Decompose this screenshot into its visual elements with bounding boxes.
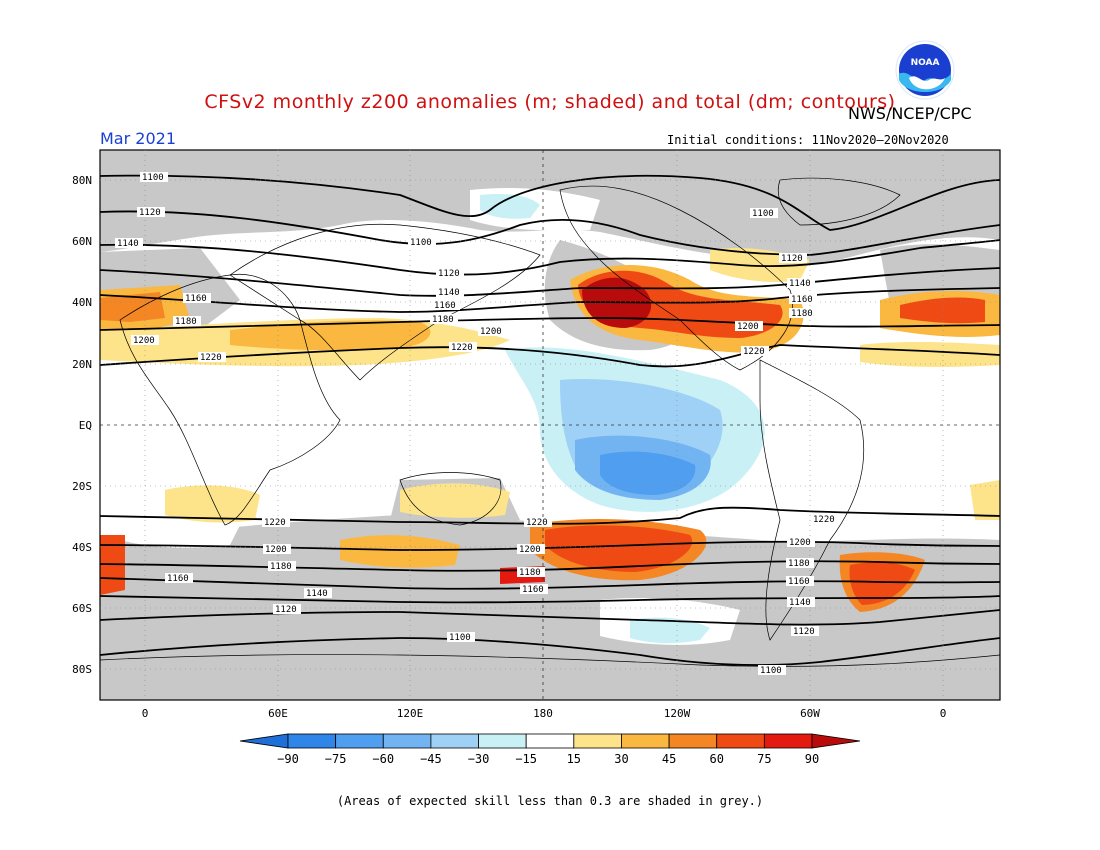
contour-label: 1220 — [813, 515, 835, 525]
colorbar-swatch — [525, 733, 575, 749]
contour-label: 1120 — [275, 605, 297, 615]
lat-label: 80S — [72, 663, 92, 676]
colorbar-label: −90 — [277, 752, 299, 766]
lat-label: 20N — [72, 358, 92, 371]
contour-label: 1180 — [432, 315, 454, 325]
colorbar-label: −30 — [468, 752, 490, 766]
contour-label: 1140 — [117, 239, 139, 249]
colorbar-label: 75 — [757, 752, 771, 766]
contour-label: 1160 — [522, 585, 544, 595]
organization-label: NWS/NCEP/CPC — [848, 104, 972, 123]
contour-label: 1100 — [752, 209, 774, 219]
contour-label: 1180 — [175, 317, 197, 327]
graticule — [100, 150, 1000, 700]
contour-label: 1140 — [306, 589, 328, 599]
colorbar-swatch — [716, 733, 765, 749]
contour-label: 1200 — [480, 327, 502, 337]
map-canvas: 80N 60N 40N 20N EQ 20S 40S 60S 80S 0 60E… — [72, 149, 1001, 766]
contour-label: 1220 — [200, 353, 222, 363]
colorbar: −90 −75 −60 −45 −30 −15 15 30 45 60 75 90 — [239, 733, 861, 766]
lat-label: 40N — [72, 296, 92, 309]
initial-conditions: Initial conditions: 11Nov2020–20Nov2020 — [667, 133, 949, 147]
colorbar-swatch — [239, 733, 289, 749]
noaa-logo-text: NOAA — [911, 58, 940, 68]
colorbar-label: 90 — [805, 752, 819, 766]
contour-label: 1160 — [434, 301, 456, 311]
positive-anomaly-shading — [100, 248, 1000, 612]
lon-label: 0 — [940, 707, 947, 720]
lon-label: 60E — [268, 707, 288, 720]
colorbar-swatch — [621, 733, 670, 749]
colorbar-swatch — [478, 733, 527, 749]
contour-label: 1220 — [264, 518, 286, 528]
forecast-month: Mar 2021 — [100, 129, 176, 148]
skill-footnote: (Areas of expected skill less than 0.3 a… — [336, 794, 764, 808]
colorbar-swatch — [811, 733, 861, 749]
colorbar-label: −75 — [325, 752, 347, 766]
lat-label: 60S — [72, 602, 92, 615]
colorbar-label: −15 — [515, 752, 537, 766]
contour-label: 1200 — [519, 545, 541, 555]
contour-label: 1100 — [410, 238, 432, 248]
contour-label: 1160 — [167, 574, 189, 584]
contour-label: 1100 — [142, 173, 164, 183]
contour-label: 1180 — [270, 562, 292, 572]
lat-label: 20S — [72, 480, 92, 493]
contour-label: 1160 — [791, 295, 813, 305]
contour-label: 1180 — [519, 568, 541, 578]
longitude-labels: 0 60E 120E 180 120W 60W 0 — [142, 707, 947, 720]
colorbar-swatch — [668, 733, 718, 749]
colorbar-label: −60 — [372, 752, 394, 766]
lat-label: 80N — [72, 174, 92, 187]
colorbar-swatch — [573, 733, 622, 749]
colorbar-label: 15 — [567, 752, 581, 766]
colorbar-swatch — [335, 733, 384, 749]
contour-label: 1140 — [438, 288, 460, 298]
contour-label: 1180 — [788, 559, 810, 569]
colorbar-swatch — [763, 733, 813, 749]
lon-label: 60W — [800, 707, 820, 720]
contour-label: 1220 — [526, 518, 548, 528]
contour-labels: 1100 1120 1140 1100 1120 1140 1160 1180 … — [115, 172, 839, 676]
contour-label: 1160 — [788, 577, 810, 587]
contour-label: 1200 — [789, 538, 811, 548]
chart-title: CFSv2 monthly z200 anomalies (m; shaded)… — [204, 91, 896, 113]
lon-label: 0 — [142, 707, 149, 720]
noaa-logo: NOAA — [895, 40, 955, 100]
contour-label: 1120 — [139, 208, 161, 218]
contour-label: 1100 — [449, 633, 471, 643]
graticule-minor — [100, 150, 1000, 700]
colorbar-swatch — [430, 733, 479, 749]
lon-label: 180 — [533, 707, 553, 720]
lon-label: 120E — [397, 707, 424, 720]
contour-label: 1220 — [743, 347, 765, 357]
contour-label: 1140 — [789, 598, 811, 608]
colorbar-label: −45 — [420, 752, 442, 766]
contour-label: 1120 — [781, 254, 803, 264]
lat-label: 60N — [72, 235, 92, 248]
colorbar-swatch — [287, 733, 337, 749]
contour-label: 1140 — [789, 279, 811, 289]
colorbar-label: 60 — [710, 752, 724, 766]
contour-label: 1200 — [737, 322, 759, 332]
colorbar-swatch — [382, 733, 432, 749]
coastlines — [100, 177, 1000, 667]
lon-label: 120W — [664, 707, 691, 720]
contour-label: 1180 — [791, 309, 813, 319]
lat-label: 40S — [72, 541, 92, 554]
contour-label: 1120 — [438, 269, 460, 279]
contour-label: 1100 — [760, 666, 782, 676]
contour-label: 1160 — [185, 294, 207, 304]
contour-label: 1200 — [133, 336, 155, 346]
negative-anomaly-shading — [480, 194, 765, 644]
colorbar-label: 30 — [614, 752, 628, 766]
contour-label: 1200 — [265, 545, 287, 555]
colorbar-label: 45 — [662, 752, 676, 766]
latitude-labels: 80N 60N 40N 20N EQ 20S 40S 60S 80S — [72, 174, 92, 676]
contour-label: 1120 — [793, 627, 815, 637]
contour-label: 1220 — [451, 343, 473, 353]
lat-label: EQ — [79, 419, 92, 432]
